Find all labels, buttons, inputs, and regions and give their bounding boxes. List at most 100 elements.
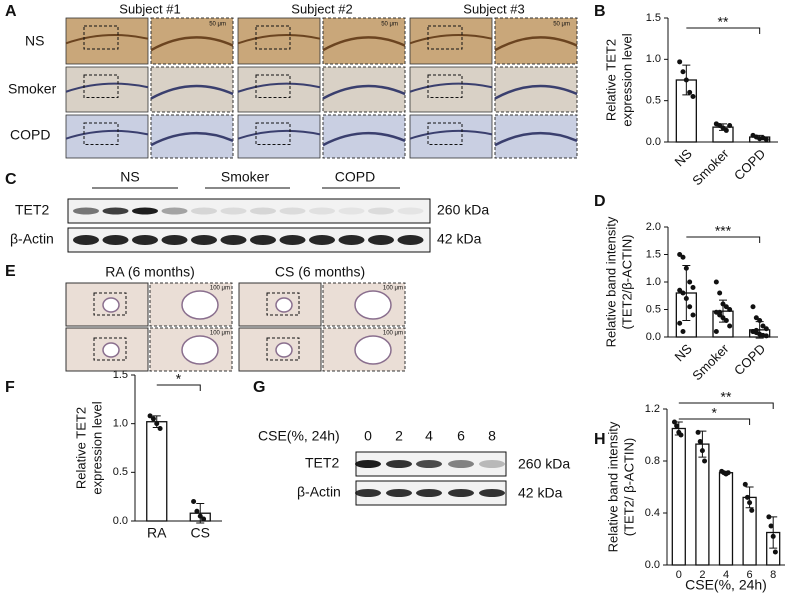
y-tick-label: 0.0 [645, 559, 660, 571]
data-point [723, 127, 729, 133]
band [416, 489, 442, 497]
subject-label: Subject #1 [119, 1, 180, 16]
panel-letter: E [5, 263, 16, 280]
size-label: 260 kDa [518, 456, 570, 472]
band [355, 489, 381, 497]
tissue-edge [237, 34, 321, 45]
y-tick-label: 0.0 [646, 136, 661, 148]
subject-label: Subject #2 [291, 1, 352, 16]
data-point [772, 549, 778, 555]
zoom-box [255, 74, 291, 98]
band [132, 207, 158, 215]
error-bar [196, 502, 205, 524]
y-tick-label: 0.0 [113, 515, 128, 527]
tissue-edge [150, 84, 234, 100]
group-label: COPD [335, 169, 375, 185]
data-point [690, 285, 696, 290]
significance-bracket [678, 418, 751, 425]
scale-bar-label: 100 μm [383, 331, 403, 337]
significance-bracket [686, 27, 761, 34]
tissue-edge [409, 129, 493, 140]
y-tick-label: 0.5 [646, 95, 661, 107]
group-label: Smoker [221, 169, 270, 185]
band [132, 235, 158, 245]
x-tick-label: CS [191, 525, 210, 541]
band [250, 207, 276, 215]
lane-label: 0 [364, 428, 372, 444]
data-point [770, 533, 776, 539]
alveolus [102, 297, 120, 313]
tissue-edge [322, 131, 406, 147]
data-point [725, 470, 731, 476]
size-label: 42 kDa [437, 231, 482, 247]
x-tick-label: 6 [747, 569, 753, 581]
data-point [690, 312, 696, 318]
tissue-edge [409, 34, 493, 45]
panel-letter: A [5, 3, 17, 20]
bar [671, 427, 686, 566]
error-bar [682, 265, 691, 321]
data-point [763, 326, 769, 332]
data-point [750, 304, 756, 310]
bar [718, 472, 734, 566]
y-tick-label: 1.0 [646, 53, 661, 65]
data-point [683, 77, 689, 83]
tissue-image [65, 66, 149, 113]
data-point [154, 421, 160, 427]
band [368, 235, 394, 245]
data-point [753, 315, 759, 321]
subject-label: Subject #3 [463, 1, 524, 16]
data-point [157, 426, 163, 432]
x-tick-label: 8 [770, 569, 776, 581]
band [73, 207, 99, 215]
band [102, 207, 129, 215]
lane-label: 4 [425, 428, 433, 444]
band [397, 207, 424, 215]
data-point [677, 59, 683, 65]
data-point [727, 323, 733, 329]
band-label: β-Actin [10, 231, 54, 247]
group-label: CS (6 months) [275, 264, 365, 280]
data-point [747, 500, 753, 506]
y-tick-label: 1.5 [646, 248, 661, 260]
zoom-box [427, 74, 463, 98]
scale-bar-label: 100 μm [210, 331, 230, 337]
data-point [763, 333, 769, 339]
lane-label: 6 [457, 428, 465, 444]
band [448, 489, 474, 497]
data-point [687, 89, 693, 95]
data-point [695, 429, 701, 435]
band-label: TET2 [15, 202, 49, 218]
data-point [680, 69, 686, 75]
scale-bar-label: 50 μm [381, 22, 398, 28]
zoom-box [266, 292, 300, 316]
data-point [749, 507, 755, 513]
x-tick-label: RA [147, 525, 167, 541]
zoom-box [93, 337, 127, 361]
data-point [697, 439, 703, 444]
band [102, 235, 129, 245]
significance-bracket [678, 402, 774, 409]
alveolus [275, 297, 293, 313]
band [191, 207, 217, 215]
lane-label: 8 [488, 428, 496, 444]
tissue-image [409, 66, 493, 113]
alveolus [181, 290, 219, 320]
zoom-box [83, 25, 119, 50]
band [279, 235, 306, 245]
data-point [680, 254, 686, 260]
y-tick-label: 0.5 [646, 303, 661, 315]
y-tick-label: 1.0 [113, 418, 128, 430]
data-point [677, 287, 683, 293]
scale-bar-label: 50 μm [209, 22, 226, 28]
data-point [723, 304, 729, 310]
data-point [687, 304, 693, 310]
zoom-box [427, 122, 463, 145]
zoom-box [83, 122, 119, 145]
x-tick-label: 2 [699, 569, 705, 581]
x-tick-label: COPD [731, 146, 768, 183]
tissue-edge [409, 82, 493, 93]
band [479, 489, 505, 497]
zoom-box [255, 25, 291, 50]
